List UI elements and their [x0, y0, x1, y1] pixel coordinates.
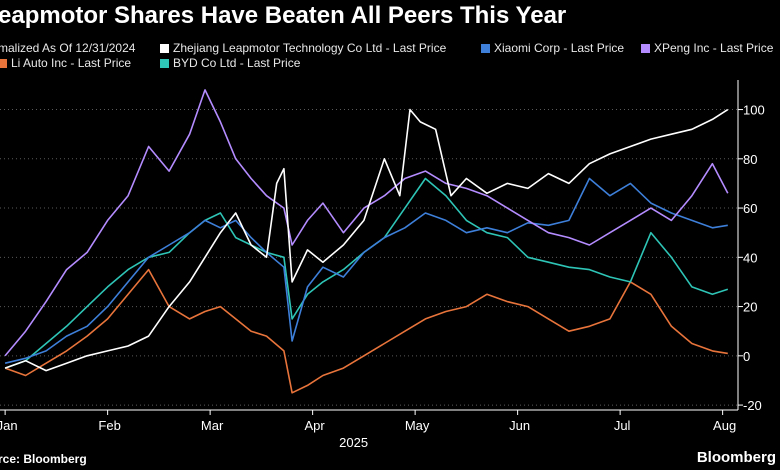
source-note: rce: Bloomberg [0, 452, 87, 466]
x-tick-label-apr: Apr [305, 418, 326, 433]
legend-swatch-xiaomi [481, 44, 490, 53]
legend-label-leapmotor: Zhejiang Leapmotor Technology Co Ltd - L… [173, 41, 447, 55]
y-tick-label-80: 80 [743, 152, 757, 167]
series-lines [4, 89, 729, 394]
x-tick-label-mar: Mar [201, 418, 224, 433]
legend-swatch-leapmotor [160, 44, 169, 53]
x-tick-label-jan: Jan [0, 418, 18, 433]
series-line-byd [4, 177, 729, 369]
series-line-leapmotor [4, 108, 729, 372]
legend-item-li-auto: Li Auto Inc - Last Price [0, 56, 131, 71]
series-line-xiaomi [4, 177, 728, 364]
legend-row-2: Li Auto Inc - Last Price BYD Co Ltd - La… [0, 56, 780, 71]
grid-lines [0, 109, 738, 406]
x-tick-label-may: May [405, 418, 430, 433]
y-tick-label-0: 0 [743, 349, 750, 364]
legend-label-xiaomi: Xiaomi Corp - Last Price [494, 41, 625, 55]
chart-legend: malized As Of 12/31/2024 Zhejiang Leapmo… [0, 41, 780, 71]
legend-swatch-xpeng [641, 44, 650, 53]
series-line-xpeng [4, 89, 729, 357]
legend-label-byd: BYD Co Ltd - Last Price [173, 56, 301, 70]
bloomberg-logo: Bloomberg [696, 449, 776, 466]
x-tick-label-feb: Feb [98, 418, 120, 433]
y-tick-label-60: 60 [743, 201, 757, 216]
y-tick-label--20: -20 [743, 398, 762, 413]
legend-swatch-byd [160, 59, 169, 68]
y-tick-label-40: 40 [743, 250, 757, 265]
x-year-label: 2025 [339, 435, 368, 450]
series-line-li-auto [4, 268, 728, 394]
y-tick-label-20: 20 [743, 300, 757, 315]
x-tick-label-jun: Jun [509, 418, 530, 433]
legend-row-1: malized As Of 12/31/2024 Zhejiang Leapmo… [0, 41, 780, 56]
x-tick-label-aug: Aug [713, 418, 736, 433]
x-tick-label-jul: Jul [614, 418, 631, 433]
chart-title: eapmotor Shares Have Beaten All Peers Th… [0, 2, 567, 29]
legend-item-xpeng: XPeng Inc - Last Price [641, 41, 773, 56]
legend-label-li-auto: Li Auto Inc - Last Price [11, 56, 132, 70]
legend-item-leapmotor: Zhejiang Leapmotor Technology Co Ltd - L… [160, 41, 446, 56]
legend-item-xiaomi: Xiaomi Corp - Last Price [481, 41, 624, 56]
legend-label-xpeng: XPeng Inc - Last Price [654, 41, 774, 55]
y-tick-label-100: 100 [743, 103, 765, 118]
legend-normalization-note: malized As Of 12/31/2024 [0, 41, 136, 55]
legend-swatch-li-auto [0, 59, 7, 68]
legend-item-byd: BYD Co Ltd - Last Price [160, 56, 300, 71]
axes: -20 0 20 40 60 80 100 Jan Feb Mar Apr May Jun Jul Aug 2… [0, 80, 765, 450]
